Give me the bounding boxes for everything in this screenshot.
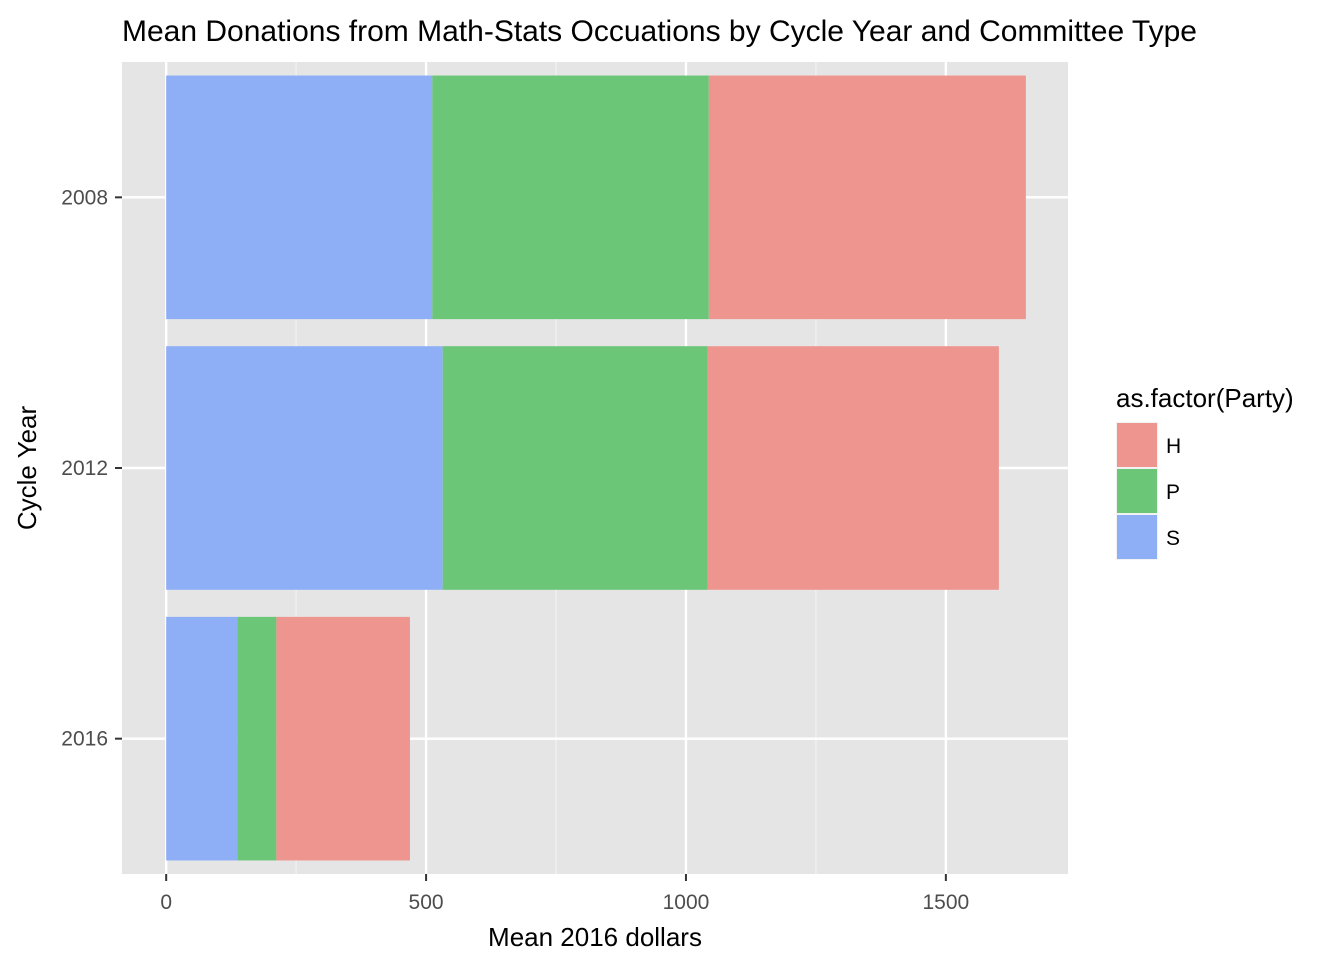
axes: 0 500 1000 1500 2008 2012 2016 bbox=[61, 186, 969, 914]
bar-S-2016 bbox=[166, 616, 238, 861]
x-tick-label: 500 bbox=[409, 891, 444, 914]
chart-title: Mean Donations from Math-Stats Occuation… bbox=[122, 15, 1197, 48]
bar-S-2008 bbox=[166, 75, 433, 320]
legend: as.factor(Party) HPS bbox=[1116, 383, 1294, 560]
bar-P-2012 bbox=[442, 346, 708, 590]
legend-key-H bbox=[1117, 423, 1157, 467]
bar-S-2012 bbox=[166, 346, 443, 590]
bar-H-2016 bbox=[276, 616, 410, 861]
bar-H-2012 bbox=[707, 346, 999, 590]
bar-P-2016 bbox=[237, 616, 277, 861]
bars bbox=[166, 75, 1026, 861]
legend-key-S bbox=[1117, 515, 1157, 559]
y-tick-label: 2016 bbox=[61, 728, 108, 751]
y-axis-title: Cycle Year bbox=[12, 406, 42, 531]
y-tick-label: 2012 bbox=[61, 457, 108, 480]
x-tick-label: 0 bbox=[160, 891, 172, 914]
legend-label-H: H bbox=[1166, 435, 1181, 458]
y-tick-label: 2008 bbox=[61, 186, 108, 209]
bar-P-2008 bbox=[432, 75, 709, 320]
legend-title: as.factor(Party) bbox=[1116, 383, 1294, 413]
legend-label-P: P bbox=[1166, 481, 1180, 504]
x-axis-title: Mean 2016 dollars bbox=[488, 922, 702, 952]
x-tick-label: 1000 bbox=[663, 891, 710, 914]
legend-label-S: S bbox=[1166, 527, 1180, 550]
legend-key-P bbox=[1117, 469, 1157, 513]
x-tick-label: 1500 bbox=[922, 891, 969, 914]
bar-H-2008 bbox=[708, 75, 1026, 320]
